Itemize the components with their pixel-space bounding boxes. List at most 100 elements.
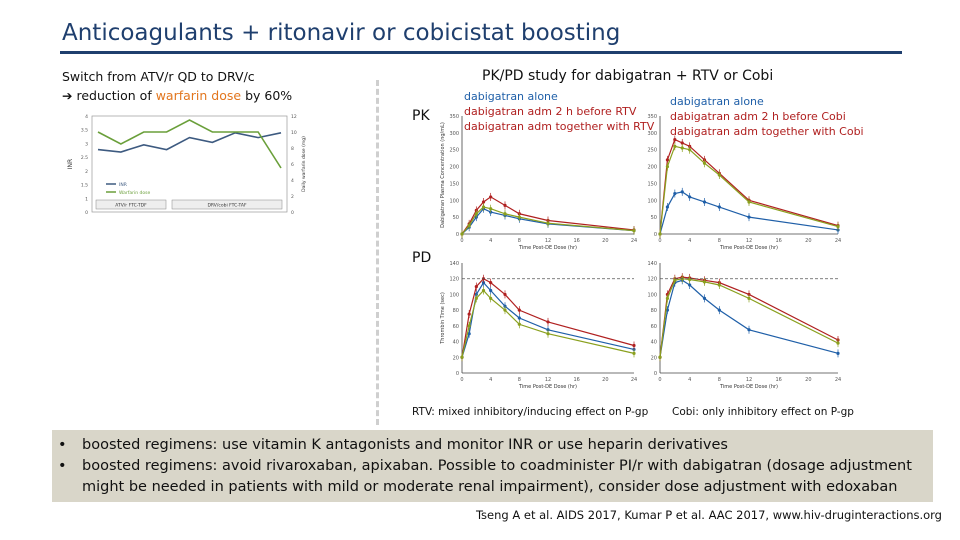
y-tick-label: 250 <box>449 148 459 154</box>
y-tick-label: 60 <box>651 324 657 330</box>
data-point <box>546 332 550 336</box>
x-tick-label: 12 <box>746 377 752 383</box>
legend-rtv-item: dabigatran alone <box>464 90 558 103</box>
rtv-caption: RTV: mixed inhibitory/inducing effect on… <box>412 406 649 418</box>
x-axis-label: Time Post-DE Dose (hr) <box>719 384 778 390</box>
data-point <box>481 205 486 209</box>
legend-dose-label: Warfarin dose <box>119 190 150 196</box>
data-point <box>474 212 478 216</box>
data-point <box>680 146 684 150</box>
plot-frame <box>91 115 288 213</box>
arrow-right-icon: ➔ <box>62 88 73 103</box>
legend-cobi: dabigatran alone dabigatran adm 2 h befo… <box>670 94 864 139</box>
data-point <box>747 200 751 204</box>
switch-note: Switch from ATV/r QD to DRV/c ➔ reductio… <box>62 67 292 105</box>
x-tick-label: 12 <box>545 238 551 244</box>
data-point <box>665 164 670 169</box>
y-tick-label: 40 <box>453 340 459 346</box>
inr-y-tick: 1 <box>85 196 88 202</box>
x-tick-label: 4 <box>489 377 492 383</box>
x-tick-label: 8 <box>718 238 721 244</box>
data-point <box>673 191 677 196</box>
data-point <box>503 203 507 207</box>
y-tick-label: 150 <box>647 181 657 187</box>
x-tick-label: 16 <box>775 377 781 383</box>
y-tick-label: 20 <box>651 355 657 361</box>
inr-y-tick: 1.5 <box>81 183 88 189</box>
data-point <box>489 195 493 199</box>
data-point <box>836 224 840 229</box>
data-point <box>467 312 471 316</box>
y-tick-label: 0 <box>456 371 459 377</box>
x-axis-label: Time Post-DE Dose (hr) <box>518 384 577 390</box>
legend-cobi-item: dabigatran adm together with Cobi <box>670 125 864 138</box>
regimen-bar <box>95 199 167 210</box>
regimen-label: ATV/r FTC-TDF <box>115 203 147 209</box>
dashed-divider <box>376 80 379 425</box>
y-tick-label: 120 <box>449 277 459 283</box>
reduction-suffix: by 60% <box>241 88 293 103</box>
y-tick-label: 100 <box>449 198 459 204</box>
data-point <box>546 221 550 225</box>
y-tick-label: 100 <box>647 292 657 298</box>
x-tick-label: 4 <box>688 238 691 244</box>
data-point <box>474 296 478 300</box>
data-point <box>460 355 464 359</box>
data-point <box>717 205 721 209</box>
y-tick-label: 140 <box>449 261 459 267</box>
x-tick-label: 0 <box>460 377 463 383</box>
data-point <box>747 296 751 300</box>
data-point <box>460 232 464 236</box>
y-tick-label: 100 <box>647 198 657 204</box>
x-tick-label: 20 <box>602 238 608 244</box>
data-point <box>481 200 486 204</box>
y-tick-label: 80 <box>651 308 657 314</box>
data-point <box>546 320 550 324</box>
y-tick-label: 80 <box>453 308 459 314</box>
y-tick-label: 250 <box>647 148 657 154</box>
y-tick-label: 50 <box>651 215 657 221</box>
data-point <box>517 215 521 219</box>
warfarin-line <box>97 119 282 169</box>
reduction-prefix: reduction of <box>76 88 156 103</box>
pk-label: PK <box>412 108 430 124</box>
slide-title: Anticoagulants + ritonavir or cobicistat… <box>62 20 621 46</box>
x-tick-label: 0 <box>658 377 661 383</box>
y-tick-label: 200 <box>647 165 657 171</box>
warfarin-highlight: warfarin dose <box>155 88 242 103</box>
legend-cobi-item: dabigatran alone <box>670 95 764 108</box>
dose-y-tick: 10 <box>291 130 297 136</box>
data-point <box>489 281 493 285</box>
data-point <box>836 341 840 345</box>
legend-rtv: dabigatran alone dabigatran adm 2 h befo… <box>464 89 654 134</box>
x-tick-label: 24 <box>835 377 841 383</box>
y-tick-label: 100 <box>449 292 459 298</box>
inr-warfarin-chart: 0 1 1.5 2 2.5 3 3.5 4 0 2 4 6 8 10 12 INR Daily warfarin… <box>67 114 307 216</box>
switch-line: Switch from ATV/r QD to DRV/c <box>62 69 255 84</box>
bullet-item: • boosted regimens: avoid rivaroxaban, ap… <box>58 456 930 498</box>
x-tick-label: 4 <box>688 377 691 383</box>
reduction-line: ➔ reduction of warfarin dose by 60% <box>62 86 292 105</box>
data-point <box>747 328 751 332</box>
pd-cobi-chart: 0 20 40 60 80 100 120 140 0 4 8 12 16 20 24 Time Post-D… <box>647 261 841 390</box>
y-tick-label: 50 <box>453 215 459 221</box>
x-tick-label: 0 <box>460 238 463 244</box>
y-tick-label: 350 <box>449 114 459 120</box>
x-tick-label: 8 <box>718 377 721 383</box>
y-axis-label: Dabigatran Plasma Concentration (ng/mL) <box>440 122 446 228</box>
regimen-bar <box>171 199 283 210</box>
data-point <box>836 351 840 355</box>
x-tick-label: 8 <box>518 377 521 383</box>
inr-axis-label: INR <box>67 159 74 169</box>
x-axis-label: Time Post-DE Dose (hr) <box>518 245 577 251</box>
x-tick-label: 24 <box>631 238 637 244</box>
inr-y-tick: 2.5 <box>81 155 88 161</box>
x-tick-label: 20 <box>805 377 811 383</box>
data-point <box>702 161 707 165</box>
legend-rtv-item: dabigatran adm 2 h before RTV <box>464 105 637 118</box>
x-tick-label: 0 <box>658 238 661 244</box>
data-point <box>474 284 478 289</box>
inr-y-tick: 2 <box>85 169 88 175</box>
data-point <box>665 205 670 209</box>
y-tick-label: 350 <box>647 114 657 120</box>
